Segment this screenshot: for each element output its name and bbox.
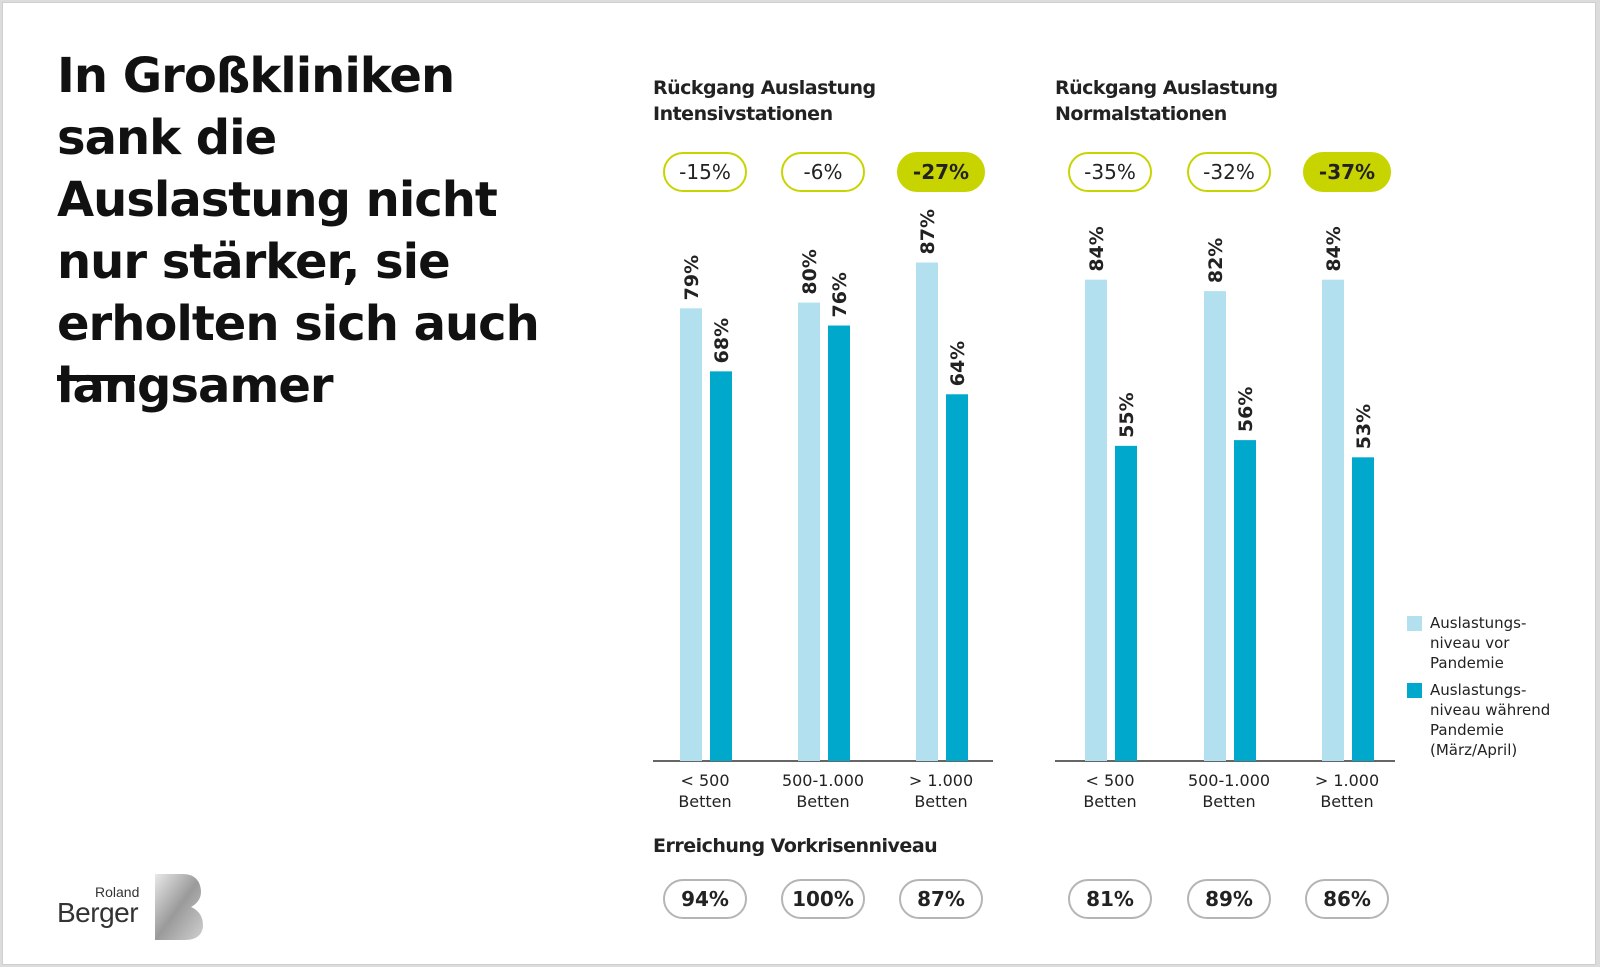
legend-swatch-during <box>1407 683 1422 698</box>
bar-value-label: 76% <box>829 272 851 317</box>
change-pill: -15% <box>663 152 747 192</box>
bar-before <box>680 308 702 761</box>
category-label-line: < 500 <box>680 771 730 790</box>
category-label-line: > 1.000 <box>1314 771 1380 790</box>
legend-item-during: Auslastungs- niveau während Pandemie (Mä… <box>1407 680 1570 760</box>
category-label: > 1.000 Betten <box>881 770 1001 812</box>
bar-before <box>1322 279 1344 761</box>
bar-before <box>1085 279 1107 761</box>
bar-value-label: 53% <box>1353 404 1375 449</box>
bar-value-label: 56% <box>1235 387 1257 432</box>
logo-b-mark <box>155 874 203 940</box>
reach-pill: 81% <box>1068 879 1152 919</box>
category-label: < 500 Betten <box>1050 770 1170 812</box>
logo-roland-text: Roland <box>95 884 140 900</box>
reach-pill: 89% <box>1187 879 1271 919</box>
bar-value-label: 68% <box>711 318 733 363</box>
bar-before <box>798 302 820 761</box>
chart-title-normal: Rückgang Auslastung Normalstationen <box>1055 77 1278 125</box>
bar-value-label: 82% <box>1205 238 1227 283</box>
legend-label-during: Auslastungs- niveau während Pandemie (Mä… <box>1430 681 1551 759</box>
change-pill: -37% <box>1303 152 1391 192</box>
headline-underline <box>57 375 135 381</box>
bar-value-label: 55% <box>1116 392 1138 437</box>
category-label-line: Betten <box>678 792 732 811</box>
reach-title: Erreichung Vorkrisenniveau <box>653 835 938 857</box>
reach-pill: 87% <box>899 879 983 919</box>
reach-pill: 100% <box>781 879 865 919</box>
change-pill: -27% <box>897 152 985 192</box>
change-pill: -35% <box>1068 152 1152 192</box>
bar-value-label: 84% <box>1086 226 1108 271</box>
bar-during <box>1115 445 1137 761</box>
category-label-line: Betten <box>914 792 968 811</box>
category-label-line: 500-1.000 <box>1187 771 1271 790</box>
bar-charts: 79% 68% 80% 76% 87% 64% 84% 55% 82% 56% 84% 53% <box>653 209 1395 762</box>
bar-during <box>828 325 850 761</box>
bar-value-label: 84% <box>1323 226 1345 271</box>
category-label-line: Betten <box>796 792 850 811</box>
category-label-line: Betten <box>1202 792 1256 811</box>
category-label-line: > 1.000 <box>908 771 974 790</box>
bar-value-label: 64% <box>947 341 969 386</box>
bar-during <box>710 371 732 761</box>
bar-during <box>1352 457 1374 761</box>
bar-during <box>1234 440 1256 761</box>
category-label-line: Betten <box>1083 792 1137 811</box>
logo-berger-text: Berger <box>57 897 139 928</box>
legend-item-before: Auslastungs- niveau vor Pandemie <box>1407 613 1570 673</box>
headline: In Großkliniken sank die Auslastung nich… <box>57 48 540 414</box>
category-label: 500-1.000 Betten <box>1169 770 1289 812</box>
chart-title-intensiv: Rückgang Auslastung Intensivstationen <box>653 77 876 125</box>
category-label-line: Betten <box>1320 792 1374 811</box>
bar-before <box>1204 291 1226 761</box>
reach-pill: 86% <box>1305 879 1389 919</box>
legend-label-before: Auslastungs- niveau vor Pandemie <box>1430 614 1527 672</box>
roland-berger-logo: Roland Berger <box>57 869 207 943</box>
bar-during <box>946 394 968 761</box>
bar-value-label: 87% <box>917 209 939 254</box>
category-label: > 1.000 Betten <box>1287 770 1407 812</box>
bar-value-label: 80% <box>799 249 821 294</box>
change-pill: -6% <box>781 152 865 192</box>
category-label: 500-1.000 Betten <box>763 770 883 812</box>
reach-pill: 94% <box>663 879 747 919</box>
legend-swatch-before <box>1407 616 1422 631</box>
bar-value-label: 79% <box>681 255 703 300</box>
category-label: < 500 Betten <box>645 770 765 812</box>
category-label-line: 500-1.000 <box>781 771 865 790</box>
change-pill: -32% <box>1187 152 1271 192</box>
category-label-line: < 500 <box>1085 771 1135 790</box>
bar-before <box>916 262 938 761</box>
